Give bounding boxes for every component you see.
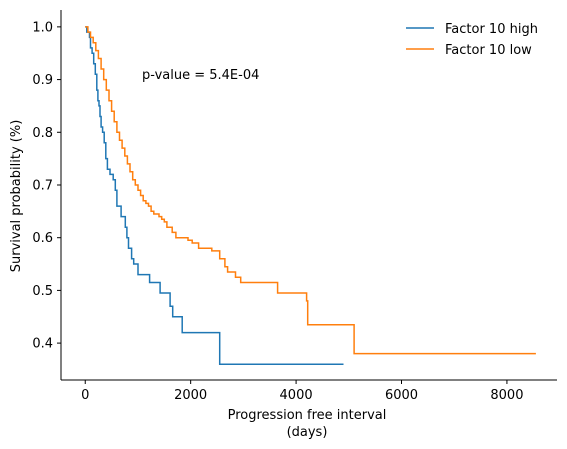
y-tick-label: 1.0 bbox=[32, 20, 53, 35]
x-axis-unit-label: (days) bbox=[287, 425, 328, 440]
y-tick-label: 0.6 bbox=[32, 231, 53, 246]
legend: Factor 10 high Factor 10 low bbox=[406, 22, 538, 58]
legend-label-low: Factor 10 low bbox=[445, 43, 532, 58]
legend-label-high: Factor 10 high bbox=[445, 22, 538, 37]
y-tick-label: 0.7 bbox=[32, 178, 53, 193]
y-tick-label: 0.5 bbox=[32, 284, 53, 299]
series-layer bbox=[85, 26, 536, 365]
y-tick-label: 0.4 bbox=[32, 337, 53, 352]
x-tick-label: 8000 bbox=[490, 388, 523, 403]
series-line-factor-10-low bbox=[85, 26, 536, 355]
series-line-factor-10-high bbox=[85, 26, 344, 365]
x-ticks: 0 2000 4000 6000 8000 bbox=[81, 380, 523, 403]
p-value-annotation: p-value = 5.4E-04 bbox=[142, 68, 259, 83]
y-tick-label: 0.9 bbox=[32, 73, 53, 88]
axes bbox=[60, 10, 557, 381]
x-tick-label: 4000 bbox=[280, 388, 313, 403]
x-axis-label: Progression free interval bbox=[228, 408, 387, 423]
y-tick-label: 0.8 bbox=[32, 126, 53, 141]
y-ticks: 0.4 0.5 0.6 0.7 0.8 0.9 1.0 bbox=[32, 20, 61, 352]
y-axis-label: Survival probability (%) bbox=[9, 120, 24, 273]
x-tick-label: 6000 bbox=[385, 388, 418, 403]
x-tick-label: 0 bbox=[81, 388, 89, 403]
x-tick-label: 2000 bbox=[174, 388, 207, 403]
